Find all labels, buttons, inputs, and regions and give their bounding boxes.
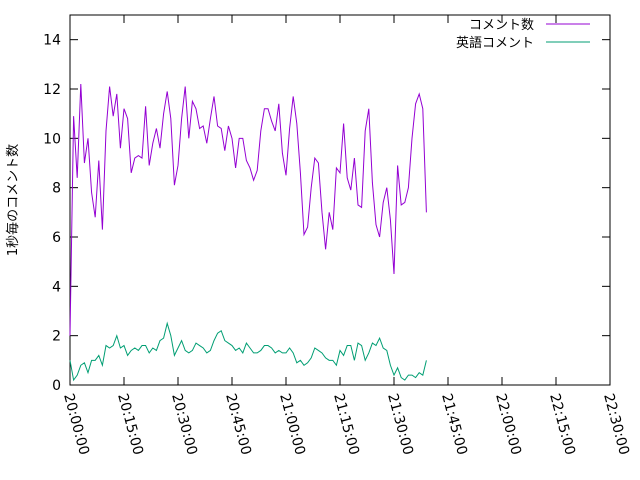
x-tick-label: 21:45:00 <box>438 392 470 457</box>
plot-area <box>69 14 611 386</box>
plot-border <box>69 14 611 386</box>
y-tick-label: 4 <box>52 279 61 295</box>
y-tick-label: 6 <box>52 230 61 246</box>
x-tick-label: 21:15:00 <box>330 392 362 457</box>
y-tick-label: 10 <box>43 131 61 147</box>
x-tick-label: 20:45:00 <box>222 392 254 457</box>
y-axis-label: 1秒毎のコメント数 <box>5 144 21 256</box>
series-layer <box>69 84 427 382</box>
y-tick-label: 8 <box>52 181 61 197</box>
x-tick-label: 22:00:00 <box>492 392 524 457</box>
x-tick-label: 20:00:00 <box>60 392 92 457</box>
y-tick-label: 2 <box>52 329 61 345</box>
x-axis: 20:00:00 20:15:00 20:30:00 20:45:00 21:00:00… <box>60 15 632 457</box>
y-axis: 0 2 4 6 8 10 12 14 <box>43 33 610 394</box>
legend-label: 英語コメント <box>456 35 534 51</box>
y-tick-label: 12 <box>43 82 61 98</box>
x-tick-label: 20:30:00 <box>168 392 200 457</box>
series-line-英語コメント <box>69 321 427 382</box>
x-tick-label: 20:15:00 <box>114 392 146 457</box>
y-tick-label: 0 <box>52 378 61 394</box>
x-tick-label: 21:30:00 <box>384 392 416 457</box>
series-line-コメント数 <box>69 84 427 336</box>
x-tick-label: 21:00:00 <box>276 392 308 457</box>
x-tick-label: 22:30:00 <box>600 392 632 457</box>
x-tick-label: 22:15:00 <box>546 392 578 457</box>
y-tick-label: 14 <box>43 33 61 49</box>
legend-label: コメント数 <box>469 18 534 33</box>
